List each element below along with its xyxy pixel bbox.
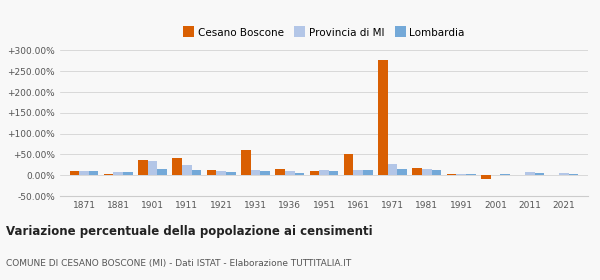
Bar [329, 171, 338, 175]
Bar [285, 171, 295, 175]
Bar [319, 170, 329, 175]
Bar [79, 171, 89, 175]
Bar [70, 171, 79, 175]
Bar [89, 171, 98, 175]
Bar [251, 170, 260, 175]
Bar [378, 60, 388, 175]
Bar [500, 174, 510, 175]
Bar [310, 171, 319, 175]
Bar [559, 173, 569, 175]
Bar [295, 173, 304, 175]
Bar [148, 162, 157, 175]
Bar [123, 172, 133, 175]
Bar [113, 172, 123, 175]
Bar [138, 160, 148, 175]
Bar [431, 170, 441, 175]
Text: COMUNE DI CESANO BOSCONE (MI) - Dati ISTAT - Elaborazione TUTTITALIA.IT: COMUNE DI CESANO BOSCONE (MI) - Dati IST… [6, 259, 351, 268]
Bar [226, 172, 236, 175]
Bar [466, 174, 476, 175]
Bar [275, 169, 285, 175]
Bar [260, 171, 270, 175]
Bar [388, 164, 397, 175]
Bar [172, 158, 182, 175]
Bar [412, 168, 422, 175]
Bar [182, 165, 191, 175]
Bar [207, 170, 217, 175]
Bar [157, 169, 167, 175]
Bar [569, 174, 578, 175]
Bar [363, 170, 373, 175]
Text: Variazione percentuale della popolazione ai censimenti: Variazione percentuale della popolazione… [6, 225, 373, 238]
Bar [525, 172, 535, 175]
Bar [481, 175, 491, 179]
Bar [353, 170, 363, 175]
Bar [217, 171, 226, 175]
Bar [457, 174, 466, 175]
Bar [535, 173, 544, 175]
Bar [241, 150, 251, 175]
Bar [344, 154, 353, 175]
Bar [447, 174, 457, 175]
Bar [191, 170, 201, 175]
Bar [104, 174, 113, 175]
Bar [422, 169, 431, 175]
Bar [397, 169, 407, 175]
Legend: Cesano Boscone, Provincia di MI, Lombardia: Cesano Boscone, Provincia di MI, Lombard… [179, 24, 469, 42]
